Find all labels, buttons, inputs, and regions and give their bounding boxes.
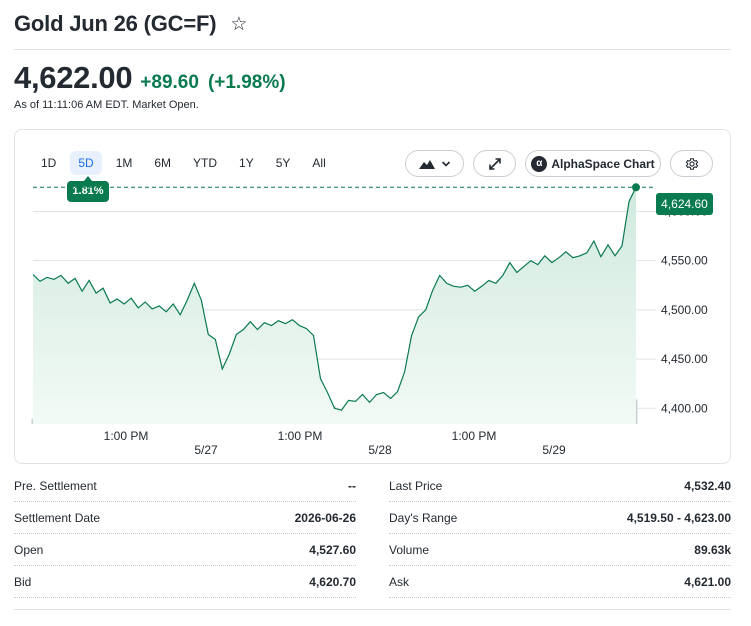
range-tabs: 1D 5D 1M 6M YTD 1Y 5Y All [33,151,340,175]
alphaspace-chart-button[interactable]: α AlphaSpace Chart [525,150,661,177]
period-change-tooltip: 1.81% [67,176,109,202]
stat-row: Settlement Date 2026-06-26 [14,502,356,534]
expand-arrows-icon [488,157,501,170]
stat-value: 89.63k [694,542,731,557]
title-row: Gold Jun 26 (GC=F) ☆ [14,8,247,40]
stat-row: Volume 89.63k [389,534,731,566]
stat-row: Day's Range 4,519.50 - 4,623.00 [389,502,731,534]
last-price-tag: 4,624.60 [656,193,713,215]
expand-chart-button[interactable] [473,150,516,177]
stat-value: 4,519.50 - 4,623.00 [626,510,731,525]
mountain-chart-icon [418,159,435,169]
tab-1y[interactable]: 1Y [239,156,254,170]
quote-price-row: 4,622.00 +89.60 (+1.98%) [14,60,286,96]
x-date-label: 5/27 [194,443,218,457]
price-change: +89.60 [140,72,199,93]
tab-6m[interactable]: 6M [154,156,172,170]
stat-value: 4,621.00 [684,574,731,589]
stat-label: Day's Range [389,510,458,525]
stat-row: Pre. Settlement -- [14,470,356,502]
stat-value: -- [348,478,356,493]
stat-value: 4,532.40 [684,478,731,493]
stat-row: Last Price 4,532.40 [389,470,731,502]
price-area [33,187,636,424]
star-icon[interactable]: ☆ [230,13,248,35]
x-time-label: 1:00 PM [104,429,149,443]
tab-1m[interactable]: 1M [115,156,133,170]
stat-row: Bid 4,620.70 [14,566,356,598]
tab-1d[interactable]: 1D [41,156,57,170]
stat-label: Pre. Settlement [14,478,97,493]
y-tick-label: 4,500.00 [661,303,708,317]
tab-ytd[interactable]: YTD [193,156,218,170]
stat-value: 2026-06-26 [294,510,356,525]
page-title: Gold Jun 26 (GC=F) [14,11,217,36]
tab-all[interactable]: All [312,156,326,170]
chevron-down-icon [441,160,450,167]
divider [14,609,731,610]
price-line [32,187,637,411]
chart-card [14,129,731,464]
x-axis-ticks: 1:00 PM 1:00 PM 1:00 PM 5/27 5/28 5/29 [104,429,566,457]
stat-row: Ask 4,621.00 [389,566,731,598]
as-of-timestamp: As of 11:11:06 AM EDT. Market Open. [14,99,199,111]
chart-type-button[interactable] [405,150,464,177]
stat-label: Bid [14,574,32,589]
stat-label: Settlement Date [14,510,101,525]
alphaspace-label: AlphaSpace Chart [551,156,655,171]
stat-label: Open [14,542,44,557]
tab-5d[interactable]: 5D [70,151,102,175]
divider [14,49,731,50]
stat-label: Last Price [389,478,443,493]
stat-label: Ask [389,574,410,589]
y-axis-ticks: 4,600.004,550.004,500.004,450.004,400.00 [661,204,708,415]
stat-value: 4,620.70 [309,574,356,589]
stat-label: Volume [389,542,430,557]
current-price: 4,622.00 [14,60,133,95]
last-price-marker [632,183,640,192]
x-time-label: 1:00 PM [452,429,497,443]
stat-row: Open 4,527.60 [14,534,356,566]
tab-5y[interactable]: 5Y [275,156,291,170]
price-change-percent: (+1.98%) [207,72,286,93]
x-time-label: 1:00 PM [278,429,323,443]
y-tick-label: 4,550.00 [661,254,708,268]
alphaspace-logo-icon: α [531,155,548,172]
gear-icon [685,157,698,170]
stat-value: 4,527.60 [309,542,356,557]
y-tick-label: 4,400.00 [661,401,708,415]
x-date-label: 5/29 [542,443,566,457]
y-tick-label: 4,450.00 [661,352,708,366]
x-date-label: 5/28 [368,443,392,457]
chart-settings-button[interactable] [670,150,713,177]
